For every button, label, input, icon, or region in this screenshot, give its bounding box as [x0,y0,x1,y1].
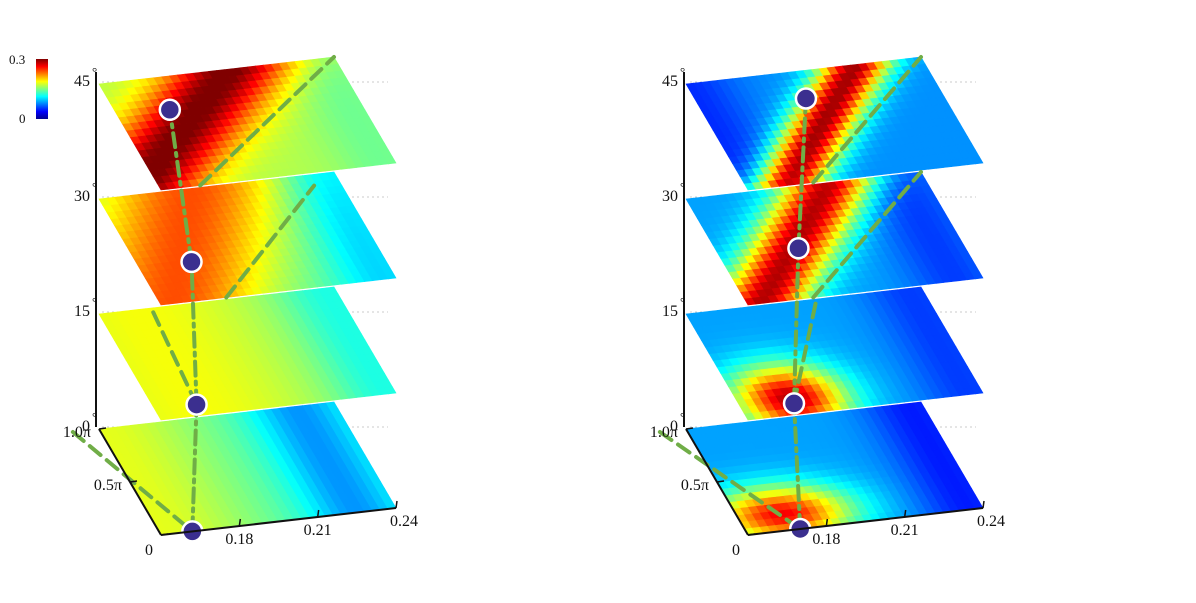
z-tick-label: 30 [74,188,90,205]
surface-layer-0 [685,401,984,536]
optimum-ridge-line [224,183,317,300]
x-tick-mark [903,509,907,518]
x-tick-mark [316,509,320,518]
x-tick-mark [238,518,242,527]
y-tick-mark [129,480,138,483]
z-tick-degree-symbol: ° [92,294,97,309]
z-tick-label: 45 [74,73,90,90]
x-tick-label: 0.24 [977,513,1005,530]
y-tick-label: 0.5π [94,477,122,494]
optimum-point [782,392,806,415]
y-tick-mark [160,533,169,536]
optimum-point [180,250,203,274]
x-tick-mark [825,518,829,527]
y-tick-mark [685,427,694,430]
x-tick-label: 0.21 [891,522,919,539]
x-tick-label: 0.18 [225,531,253,548]
optimum-trajectory-line [189,259,199,407]
z-tick-degree-symbol: ° [92,64,97,79]
x-tick-label: 0.18 [812,531,840,548]
optimum-trajectory-line [190,402,199,534]
z-tick-degree-symbol: ° [92,409,97,424]
x-tick-label: 0.24 [390,513,418,530]
z-tick-label: 15 [662,303,678,320]
z-tick-degree-symbol: ° [680,64,685,79]
y-tick-mark [716,480,725,483]
y-tick-label: 0.5π [681,477,709,494]
optimum-trajectory-line [167,107,194,264]
z-tick-degree-symbol: ° [680,294,685,309]
surface-layer-30 [98,171,397,306]
y-tick-label: 1.0π [63,424,91,441]
z-tick-label: 45 [662,73,678,90]
colorbar-min-label: 0 [19,111,26,126]
surface-layer-45 [98,56,397,191]
colorbar-gradient [36,59,48,119]
optimum-ridge-line [149,306,199,407]
surface-layer-0 [98,401,397,536]
surface-cell [325,171,339,180]
z-tick-degree-symbol: ° [92,179,97,194]
colorbar-max-label: 0.3 [9,52,25,67]
x-tick-mark [395,500,398,509]
z-tick-degree-symbol: ° [680,409,685,424]
y-tick-label: 0 [732,542,740,559]
y-tick-label: 1.0π [650,424,678,441]
surface-layer-15 [685,286,984,421]
colorbar: 0.3 0 [9,52,48,126]
y-tick-mark [98,427,107,430]
surface-layer-30 [685,171,984,306]
optimum-point [185,393,208,416]
surface-layer-15 [98,286,397,421]
x-tick-mark [982,500,985,509]
z-tick-label: 0 [82,418,90,435]
optimum-point [787,237,810,260]
x-tick-label: 0.21 [304,522,332,539]
optimum-ridge-line [198,55,336,188]
y-tick-label: 0 [145,542,153,559]
optimum-point [794,87,818,110]
surface-cell [325,286,339,295]
z-tick-degree-symbol: ° [680,179,685,194]
surface-layer-45 [685,56,984,191]
x-axis-line [160,507,397,536]
y-tick-mark [747,533,756,536]
z-tick-label: 15 [74,303,90,320]
surface-cell [325,401,339,410]
optimum-point [158,98,182,122]
z-tick-label: 0 [670,418,678,435]
z-tick-label: 30 [662,188,678,205]
